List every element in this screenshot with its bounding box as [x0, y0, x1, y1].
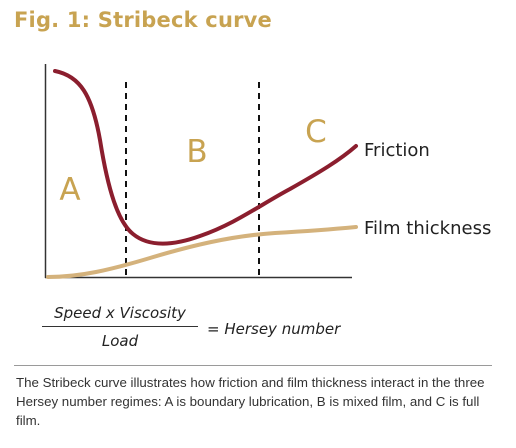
- figure-title: Fig. 1: Stribeck curve: [14, 8, 272, 32]
- hersey-formula: Speed x Viscosity Load: [40, 304, 200, 350]
- stribeck-diagram: A B C Friction Film thickness: [44, 64, 491, 279]
- figure-caption: The Stribeck curve illustrates how frict…: [16, 375, 485, 428]
- formula-denominator: Load: [101, 332, 139, 350]
- formula-result: = Hersey number: [207, 320, 341, 338]
- film-thickness-label: Film thickness: [364, 218, 491, 239]
- caption-divider: [14, 365, 492, 366]
- region-label-c: C: [305, 114, 327, 150]
- region-label-b: B: [186, 134, 207, 170]
- formula-numerator: Speed x Viscosity: [54, 304, 186, 322]
- fraction-bar: [42, 326, 198, 327]
- friction-label: Friction: [364, 140, 430, 161]
- region-label-a: A: [59, 172, 80, 208]
- friction-curve: [53, 69, 358, 246]
- film-thickness-curve: [46, 225, 358, 279]
